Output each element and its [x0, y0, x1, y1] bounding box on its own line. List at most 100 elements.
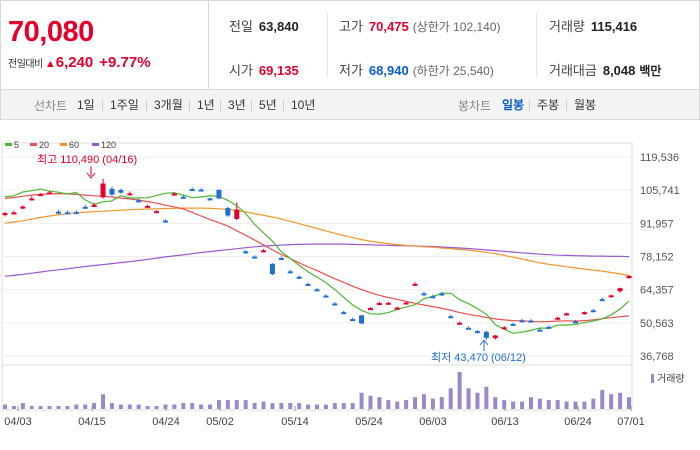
weekly-candle-button[interactable]: 주봉: [537, 98, 560, 112]
monthly-candle-button[interactable]: 월봉: [574, 98, 597, 112]
candle-body: [225, 208, 231, 216]
ma-legend: 5 20 60 120: [5, 140, 116, 150]
volume-bar: [377, 397, 382, 409]
volume-bar: [234, 400, 239, 409]
volume-bar: [109, 403, 114, 409]
period-10y-button[interactable]: 10년: [291, 98, 316, 112]
y-tick-label: 36,768: [640, 351, 674, 363]
period-5y-button[interactable]: 5년: [259, 98, 277, 112]
candle-body: [457, 322, 463, 325]
volume-bar: [404, 400, 409, 409]
period-3y-button[interactable]: 3년: [228, 98, 246, 112]
candle-body: [198, 189, 204, 192]
volume-bar: [430, 398, 435, 409]
volume-bar: [564, 401, 569, 409]
y-tick-label: 105,741: [640, 185, 680, 197]
candle-body: [100, 183, 106, 198]
volume-bar: [511, 401, 516, 409]
candle-body: [519, 320, 525, 323]
x-tick-label: 04/15: [78, 416, 106, 428]
legend-swatch: [5, 143, 12, 146]
volume-bar: [3, 404, 7, 409]
candle-body: [261, 250, 267, 253]
candles: [2, 178, 632, 340]
volume-bar: [475, 392, 480, 409]
volume-bar: [101, 394, 106, 409]
candle-body: [537, 329, 543, 332]
x-tick-label: 04/03: [4, 416, 32, 428]
candle-body: [296, 276, 302, 279]
divider: [529, 100, 530, 111]
candle-body: [510, 323, 516, 326]
volume-bar: [83, 404, 88, 409]
volume-bar: [297, 403, 302, 409]
volume-bar: [386, 400, 391, 409]
legend-swatch: [60, 143, 67, 146]
volume-bar: [172, 404, 177, 409]
change-amount: 6,240: [55, 54, 94, 71]
x-tick-label: 05/02: [206, 416, 234, 428]
candle-body: [243, 251, 249, 254]
candle-body: [269, 263, 275, 275]
candle-body: [287, 271, 293, 274]
candle-body: [162, 220, 168, 223]
volume-bar: [306, 404, 311, 409]
y-tick-label: 78,152: [640, 252, 674, 264]
candle-body: [55, 211, 61, 214]
volume-bar: [315, 404, 319, 409]
divider: [146, 100, 147, 111]
low-cell: 저가 68,940 (하한가 25,540): [339, 60, 494, 79]
candle-body: [2, 213, 8, 216]
period-3m-button[interactable]: 3개월: [154, 98, 183, 112]
high-value: 70,475: [368, 19, 409, 34]
volume-bar: [279, 403, 284, 409]
candle-body: [412, 283, 418, 286]
high-cell: 고가 70,475 (상한가 102,140): [339, 16, 501, 35]
candle-body: [448, 316, 454, 319]
volume-bar: [421, 394, 426, 409]
volume-bar: [323, 404, 328, 409]
volume-bar: [448, 388, 453, 409]
volume-bar: [243, 400, 248, 409]
candle-body: [73, 212, 79, 215]
trade-amount-unit: 백만: [639, 64, 662, 78]
low-annotation: 최저 43,470 (06/12): [431, 351, 526, 364]
candle-body: [528, 320, 534, 323]
trade-amount-cell: 거래대금 8,048 백만: [549, 60, 661, 79]
period-1w-button[interactable]: 1주일: [110, 98, 139, 112]
up-triangle-icon: ▲: [44, 58, 56, 70]
stock-chart: 119,536 105,741 91,957 78,152 64,357 50,563 36…: [1, 140, 685, 428]
current-price-box: 70,080 전일대비 ▲6,240 +9.77%: [1, 1, 209, 89]
period-1d-button[interactable]: 1일: [77, 98, 95, 112]
volume-bar: [350, 403, 355, 409]
volume-bar: [225, 400, 230, 409]
divider: [102, 100, 103, 111]
candle-body: [555, 317, 561, 320]
divider: [536, 13, 537, 77]
volume-bar: [11, 406, 16, 409]
candle-body: [11, 212, 17, 215]
divider: [327, 13, 328, 77]
volume-bar: [20, 403, 25, 409]
volume-bar: [261, 401, 266, 409]
candle-body: [136, 200, 142, 203]
candle-body: [323, 295, 329, 298]
daily-candle-button[interactable]: 일봉: [502, 98, 525, 112]
period-1y-button[interactable]: 1년: [197, 98, 215, 112]
open-cell: 시가 69,135: [229, 60, 299, 79]
legend-swatch: [30, 143, 37, 146]
change-row: 전일대비 ▲6,240 +9.77%: [8, 54, 151, 71]
ma5-line: [4, 188, 630, 334]
volume-bar: [573, 401, 578, 409]
candle-body: [64, 212, 70, 215]
candle-body: [20, 206, 26, 209]
candle-body: [118, 190, 124, 193]
divider: [220, 100, 221, 111]
candle-body: [394, 307, 400, 310]
candle-body: [180, 196, 186, 199]
candle-body: [599, 299, 605, 302]
prev-close-label: 전일: [229, 19, 253, 34]
volume-bar: [47, 406, 52, 409]
candle-body: [109, 188, 115, 195]
candle-body: [47, 192, 53, 195]
